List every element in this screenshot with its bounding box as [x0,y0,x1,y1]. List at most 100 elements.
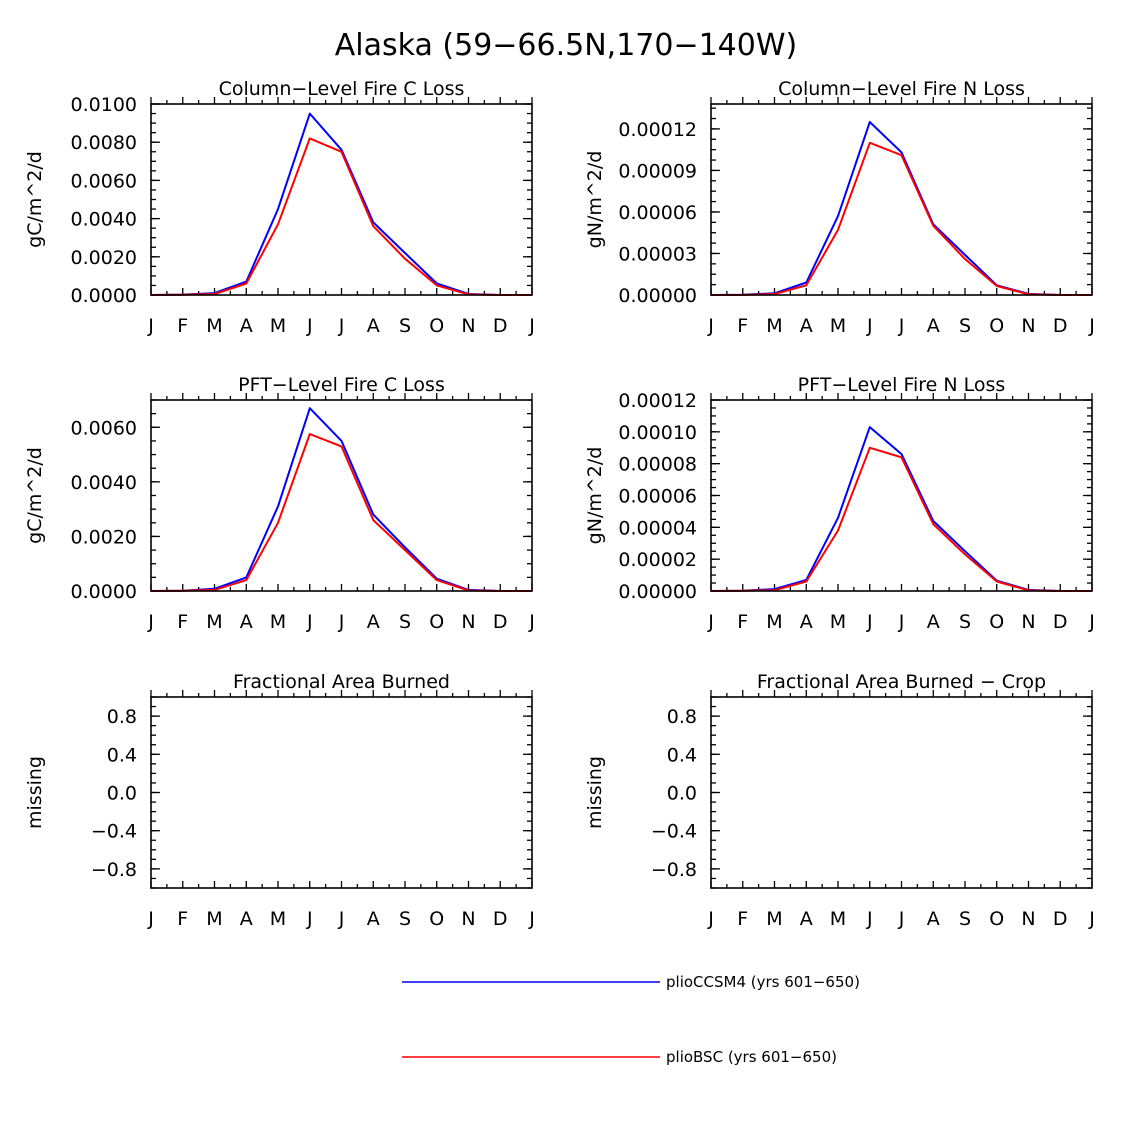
x-tick-label: M [270,315,286,337]
x-tick-label: S [399,315,411,337]
x-tick-label: S [399,611,411,633]
x-tick-label: A [367,611,380,633]
x-tick-label: F [177,908,188,930]
y-tick-label: 0.00012 [618,119,697,141]
x-tick-label: O [429,611,444,633]
y-tick-label: 0.00000 [618,581,697,603]
x-tick-label: J [338,908,345,930]
y-tick-label: 0.0060 [71,170,137,192]
series-line-pliobsc [150,433,532,592]
y-tick-label: −0.8 [651,859,697,881]
x-tick-label: N [461,315,475,337]
series-line-pliobsc [710,141,1092,296]
panel-title: Fractional Area Burned − Crop [757,671,1046,693]
x-tick-label: N [1021,908,1035,930]
y-axis-label: gC/m^2/d [24,151,46,248]
x-tick-label: J [147,315,154,337]
y-tick-label: 0.0 [107,783,137,805]
legend: plioCCSM4 (yrs 601−650) plioBSC (yrs 601−… [402,973,860,1066]
y-tick-label: 0.0080 [71,132,137,154]
x-tick-label: F [737,315,748,337]
x-tick-label: J [707,908,714,930]
panel-title: Column−Level Fire N Loss [778,78,1025,100]
plot-frame [150,696,533,889]
x-tick-label: J [1088,611,1095,633]
x-tick-label: J [306,315,313,337]
x-tick-label: J [898,315,905,337]
x-tick-label: J [707,611,714,633]
series-line-pliocssm4 [150,407,532,592]
x-tick-label: O [989,908,1004,930]
x-tick-label: O [429,315,444,337]
y-tick-label: 0.00000 [618,285,697,307]
x-tick-label: A [367,908,380,930]
x-tick-label: A [800,315,813,337]
x-tick-label: J [866,315,873,337]
x-tick-label: M [206,315,222,337]
x-tick-label: A [927,315,940,337]
panel-title: Fractional Area Burned [233,671,450,693]
y-axis-label: gN/m^2/d [584,447,606,545]
x-tick-label: M [830,315,846,337]
x-tick-label: A [800,908,813,930]
x-tick-label: J [306,908,313,930]
series-line-pliobsc [150,137,532,296]
y-tick-label: 0.0000 [71,581,137,603]
x-tick-label: M [766,908,782,930]
x-tick-label: A [927,908,940,930]
x-tick-label: M [270,908,286,930]
y-tick-label: 0.4 [667,744,697,766]
x-tick-label: J [528,315,535,337]
x-tick-label: F [737,611,748,633]
y-tick-label: −0.8 [91,859,137,881]
x-tick-label: N [461,908,475,930]
x-tick-label: M [830,908,846,930]
y-tick-label: 0.00010 [618,422,697,444]
x-tick-label: J [306,611,313,633]
y-axis-label: missing [24,756,46,829]
x-tick-label: M [206,611,222,633]
y-tick-label: 0.0060 [71,417,137,439]
x-tick-label: N [1021,315,1035,337]
x-tick-label: M [830,611,846,633]
plot-frame [710,696,1093,889]
x-tick-label: M [270,611,286,633]
y-tick-label: 0.00002 [618,549,697,571]
x-tick-label: F [177,611,188,633]
y-tick-label: 0.4 [107,744,137,766]
y-tick-label: −0.4 [91,821,137,843]
y-tick-label: 0.0040 [71,472,137,494]
x-tick-label: D [1053,315,1068,337]
x-tick-label: D [1053,611,1068,633]
figure-title: Alaska (59−66.5N,170−140W) [335,28,797,63]
y-tick-label: 0.00012 [618,390,697,412]
x-tick-label: J [866,908,873,930]
panel-title: PFT−Level Fire N Loss [798,374,1006,396]
y-tick-label: 0.0020 [71,526,137,548]
y-tick-label: 0.0 [667,783,697,805]
plot-frame [150,103,533,296]
y-tick-label: 0.00009 [618,160,697,182]
x-tick-label: J [898,611,905,633]
x-tick-label: J [1088,315,1095,337]
x-tick-label: S [959,315,971,337]
x-tick-label: M [766,611,782,633]
plot-frame [150,399,533,592]
x-tick-label: J [528,611,535,633]
y-tick-label: 0.00003 [618,243,697,265]
x-tick-label: J [866,611,873,633]
y-tick-label: 0.00008 [618,454,697,476]
x-tick-label: J [1088,908,1095,930]
y-tick-label: 0.00006 [618,486,697,508]
x-tick-label: D [1053,908,1068,930]
x-tick-label: S [959,611,971,633]
x-tick-label: D [493,908,508,930]
x-tick-label: A [367,315,380,337]
